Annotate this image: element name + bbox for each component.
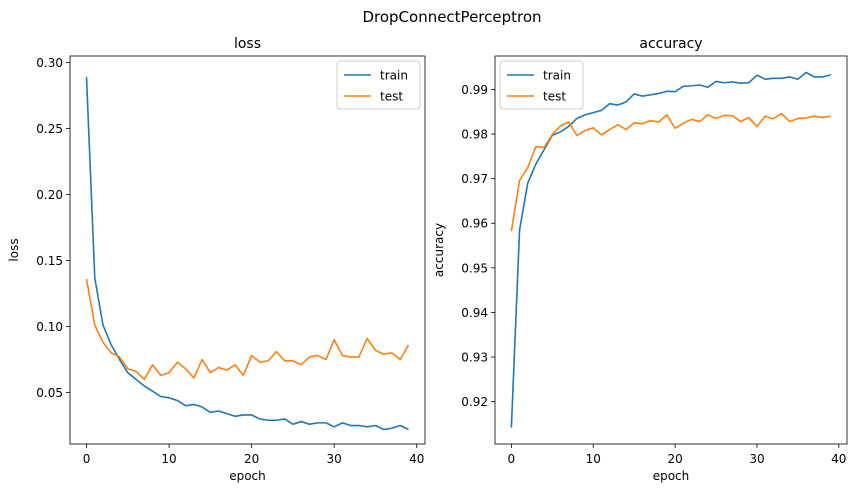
y-tick-label: 0.25: [36, 122, 63, 136]
y-tick-label: 0.99: [461, 83, 488, 97]
x-tick-label: 40: [409, 452, 424, 466]
figure-suptitle: DropConnectPerceptron: [362, 8, 541, 26]
y-axis-label: accuracy: [432, 223, 446, 277]
legend-label-train: train: [543, 69, 571, 83]
series-line-train: [85, 77, 409, 431]
y-tick-label: 0.15: [36, 254, 63, 268]
accuracy-chart: accuracy 0 10 20 30 40 0.92 0.93 0.94 0.95 0.96 0.9…: [432, 36, 848, 483]
legend-label-test: test: [543, 90, 566, 104]
plot-area-frame: [494, 55, 848, 445]
y-tick-label: 0.97: [461, 172, 488, 186]
loss-chart: loss 0 10 20 30 40 0.05 0.10 0.15 0.20 0.25 0.30 epo…: [7, 36, 426, 483]
y-tick-label: 0.30: [36, 56, 63, 70]
legend: train test: [499, 60, 584, 110]
legend-label-train: train: [380, 69, 408, 83]
x-tick-label: 0: [508, 452, 516, 466]
x-tick-label: 10: [586, 452, 601, 466]
x-tick-label: 40: [831, 452, 846, 466]
x-tick-label: 20: [667, 452, 682, 466]
y-tick-label: 0.96: [461, 217, 488, 231]
y-tick-label: 0.95: [461, 261, 488, 275]
plot-area-frame: [69, 55, 426, 445]
x-tick-label: 0: [83, 452, 91, 466]
y-tick-label: 0.10: [36, 320, 63, 334]
y-tick-label: 0.20: [36, 188, 63, 202]
y-tick-label: 0.98: [461, 128, 488, 142]
x-tick-label: 30: [327, 452, 342, 466]
y-tick-label: 0.94: [461, 306, 488, 320]
x-axis-label: epoch: [229, 469, 266, 483]
legend-box: [499, 60, 584, 110]
legend-box: [336, 60, 421, 110]
y-axis-label: loss: [7, 238, 21, 261]
series-line-test: [510, 112, 831, 232]
chart-title: accuracy: [639, 36, 702, 52]
x-axis-label: epoch: [653, 469, 690, 483]
series-line-test: [85, 278, 410, 381]
series-line-train: [510, 71, 831, 428]
x-tick-label: 10: [161, 452, 176, 466]
chart-title: loss: [234, 36, 261, 52]
legend-label-test: test: [380, 90, 403, 104]
y-tick-label: 0.92: [461, 395, 488, 409]
y-tick-label: 0.05: [36, 386, 63, 400]
x-tick-label: 30: [749, 452, 764, 466]
x-tick-label: 20: [244, 452, 259, 466]
legend: train test: [336, 60, 421, 110]
y-tick-label: 0.93: [461, 351, 488, 365]
